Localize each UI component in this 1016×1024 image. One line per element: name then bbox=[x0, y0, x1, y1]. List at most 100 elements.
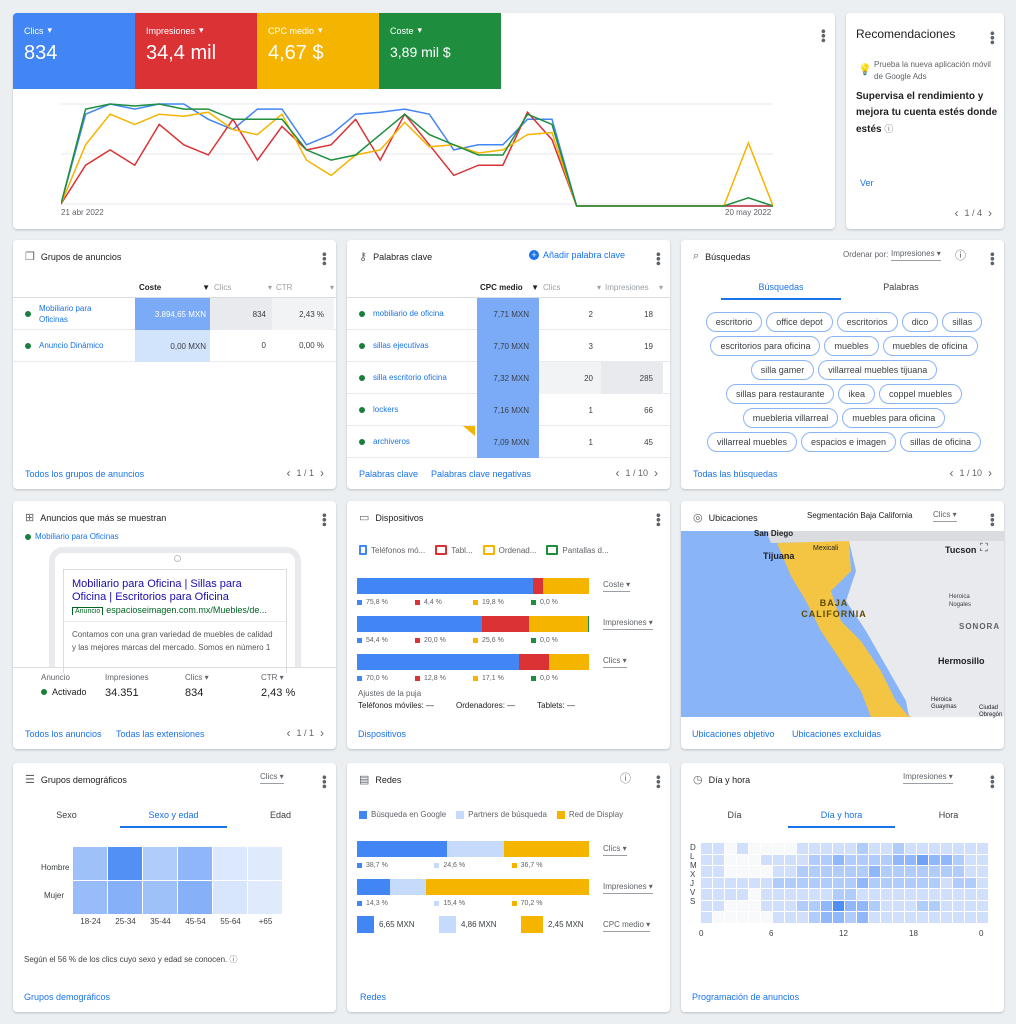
heatmap-cell[interactable] bbox=[248, 881, 282, 914]
metric-tile[interactable]: Coste ▾ 3,89 mil $ bbox=[379, 13, 501, 89]
heatmap-cell[interactable] bbox=[178, 847, 212, 880]
adgroup-link[interactable]: Anuncio Dinámico bbox=[39, 341, 104, 350]
heatmap-cell[interactable] bbox=[725, 912, 736, 923]
heatmap-cell[interactable] bbox=[73, 847, 107, 880]
searches-footer-link[interactable]: Todas las búsquedas bbox=[693, 469, 778, 479]
heatmap-cell[interactable] bbox=[893, 900, 904, 911]
heatmap-cell[interactable] bbox=[797, 854, 808, 865]
heatmap-cell[interactable] bbox=[905, 854, 916, 865]
heatmap-cell[interactable] bbox=[857, 889, 868, 900]
dayhour-footer-link[interactable]: Programación de anuncios bbox=[692, 992, 800, 1002]
heatmap-cell[interactable] bbox=[108, 847, 142, 880]
search-chip[interactable]: escritorios para oficina bbox=[710, 336, 821, 356]
heatmap-cell[interactable] bbox=[737, 912, 748, 923]
heatmap-cell[interactable] bbox=[749, 877, 760, 888]
fullscreen-icon[interactable]: ⛶ bbox=[980, 542, 988, 554]
heatmap-cell[interactable] bbox=[713, 877, 724, 888]
heatmap-cell[interactable] bbox=[713, 889, 724, 900]
heatmap-cell[interactable] bbox=[869, 854, 880, 865]
keyword-link[interactable]: silla escritorio oficina bbox=[373, 373, 447, 382]
more-options-icon[interactable]: ••• bbox=[816, 29, 831, 43]
heatmap-cell[interactable] bbox=[773, 854, 784, 865]
heatmap-cell[interactable] bbox=[821, 854, 832, 865]
more-options-icon[interactable]: ••• bbox=[985, 252, 1000, 266]
heatmap-cell[interactable] bbox=[965, 866, 976, 877]
more-options-icon[interactable]: ••• bbox=[317, 513, 332, 527]
heatmap-cell[interactable] bbox=[833, 843, 844, 854]
heatmap-cell[interactable] bbox=[749, 843, 760, 854]
heatmap-cell[interactable] bbox=[773, 889, 784, 900]
heatmap-cell[interactable] bbox=[701, 889, 712, 900]
heatmap-cell[interactable] bbox=[761, 854, 772, 865]
all-ads-link[interactable]: Todos los anuncios bbox=[25, 729, 102, 739]
bar-segment[interactable] bbox=[482, 616, 529, 632]
heatmap-cell[interactable] bbox=[713, 912, 724, 923]
heatmap-cell[interactable] bbox=[941, 854, 952, 865]
heatmap-cell[interactable] bbox=[725, 889, 736, 900]
heatmap-cell[interactable] bbox=[833, 877, 844, 888]
col-imp[interactable]: Impresiones ▾ bbox=[601, 283, 663, 292]
heatmap-cell[interactable] bbox=[845, 866, 856, 877]
keyword-link[interactable]: mobiliario de oficina bbox=[373, 309, 444, 318]
heatmap-cell[interactable] bbox=[785, 912, 796, 923]
search-chip[interactable]: espacios e imagen bbox=[800, 432, 897, 452]
next-icon[interactable]: › bbox=[988, 466, 992, 480]
heatmap-cell[interactable] bbox=[737, 889, 748, 900]
heatmap-cell[interactable] bbox=[821, 877, 832, 888]
heatmap-cell[interactable] bbox=[773, 843, 784, 854]
ad-group-name[interactable]: Mobiliario para Oficinas bbox=[35, 532, 119, 541]
heatmap-cell[interactable] bbox=[881, 843, 892, 854]
heatmap-cell[interactable] bbox=[761, 900, 772, 911]
heatmap-cell[interactable] bbox=[797, 843, 808, 854]
heatmap-cell[interactable] bbox=[929, 912, 940, 923]
help-icon[interactable]: ⓘ bbox=[955, 250, 966, 262]
heatmap-cell[interactable] bbox=[701, 866, 712, 877]
heatmap-cell[interactable] bbox=[941, 912, 952, 923]
bar-segment[interactable] bbox=[587, 616, 589, 632]
heatmap-cell[interactable] bbox=[845, 900, 856, 911]
help-icon[interactable]: ⓘ bbox=[884, 124, 894, 134]
heatmap-cell[interactable] bbox=[809, 866, 820, 877]
heatmap-cell[interactable] bbox=[965, 912, 976, 923]
more-options-icon[interactable]: ••• bbox=[985, 775, 1000, 789]
heatmap-cell[interactable] bbox=[749, 854, 760, 865]
keywords-footer-link[interactable]: Palabras clave bbox=[359, 469, 419, 479]
more-options-icon[interactable]: ••• bbox=[651, 252, 666, 266]
heatmap-cell[interactable] bbox=[845, 877, 856, 888]
add-keyword-button[interactable]: + Añadir palabra clave bbox=[529, 250, 625, 260]
legend-item[interactable]: Ordenad... bbox=[482, 545, 536, 555]
heatmap-cell[interactable] bbox=[749, 866, 760, 877]
locations-metric-select[interactable]: Clics ▾ bbox=[933, 510, 957, 522]
search-chip[interactable]: muebles bbox=[824, 336, 879, 356]
device-metric-select[interactable]: Coste ▾ bbox=[603, 580, 631, 592]
heatmap-cell[interactable] bbox=[809, 900, 820, 911]
network-metric-select[interactable]: Impresiones ▾ bbox=[603, 882, 653, 894]
tab-sex-age[interactable]: Sexo y edad bbox=[120, 810, 227, 828]
heatmap-cell[interactable] bbox=[737, 854, 748, 865]
heatmap-cell[interactable] bbox=[977, 866, 988, 877]
excluded-locations-link[interactable]: Ubicaciones excluidas bbox=[792, 729, 882, 739]
heatmap-cell[interactable] bbox=[213, 881, 247, 914]
heatmap-cell[interactable] bbox=[929, 854, 940, 865]
heatmap-cell[interactable] bbox=[833, 912, 844, 923]
bar-segment[interactable] bbox=[549, 654, 589, 670]
search-chip[interactable]: sillas bbox=[942, 312, 983, 332]
more-options-icon[interactable]: ••• bbox=[651, 775, 666, 789]
heatmap-cell[interactable] bbox=[785, 889, 796, 900]
heatmap-cell[interactable] bbox=[749, 900, 760, 911]
heatmap-cell[interactable] bbox=[809, 877, 820, 888]
keyword-link[interactable]: sillas ejecutivas bbox=[373, 341, 429, 350]
heatmap-cell[interactable] bbox=[737, 843, 748, 854]
heatmap-cell[interactable] bbox=[977, 854, 988, 865]
heatmap-cell[interactable] bbox=[213, 847, 247, 880]
heatmap-cell[interactable] bbox=[929, 877, 940, 888]
search-chip[interactable]: villarreal muebles bbox=[706, 432, 797, 452]
heatmap-cell[interactable] bbox=[941, 900, 952, 911]
heatmap-cell[interactable] bbox=[713, 900, 724, 911]
heatmap-cell[interactable] bbox=[857, 866, 868, 877]
heatmap-cell[interactable] bbox=[953, 900, 964, 911]
heatmap-cell[interactable] bbox=[965, 854, 976, 865]
heatmap-cell[interactable] bbox=[701, 912, 712, 923]
heatmap-cell[interactable] bbox=[857, 900, 868, 911]
prev-icon[interactable]: ‹ bbox=[286, 726, 291, 740]
